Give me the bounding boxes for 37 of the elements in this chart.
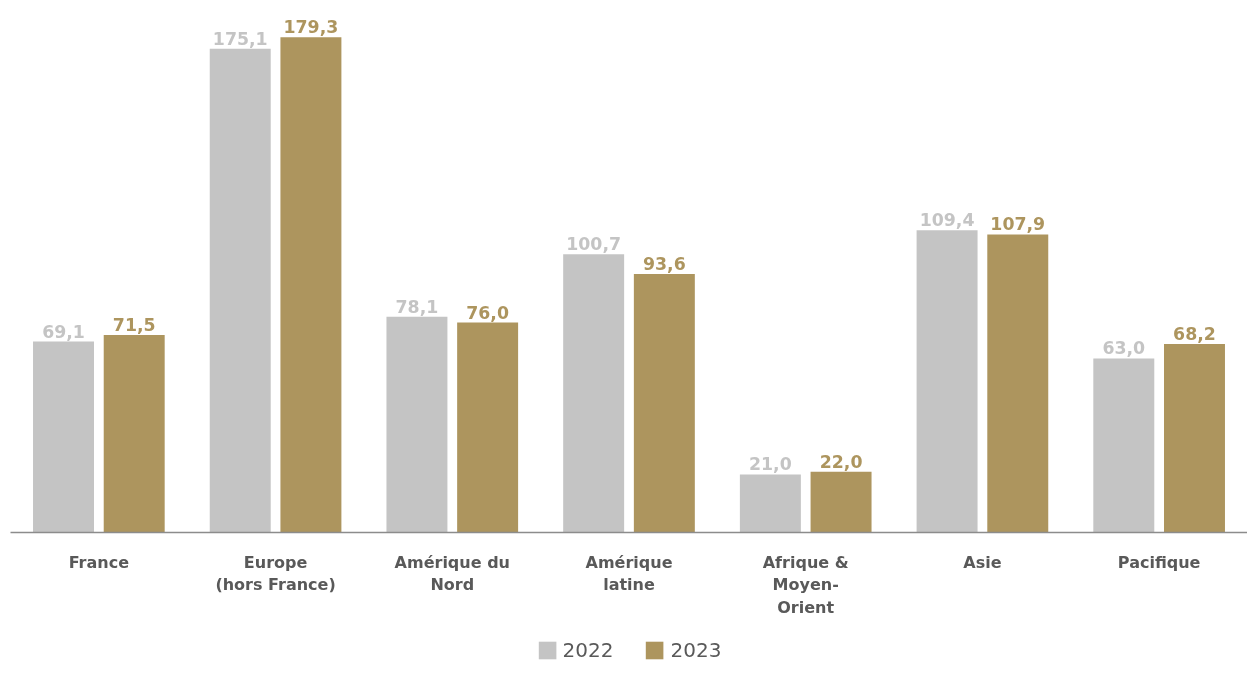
bar <box>386 316 448 533</box>
bar <box>209 48 271 533</box>
data-label: 175,1 <box>212 28 268 49</box>
x-tick-label: Pacifique <box>1117 552 1201 572</box>
data-label: 71,5 <box>112 314 156 335</box>
data-label: 68,2 <box>1173 324 1216 345</box>
bar <box>1093 358 1155 533</box>
x-tick-label: Afrique & Moyen- Orient <box>762 552 849 618</box>
legend-label: 2022 <box>562 638 614 662</box>
bar <box>916 230 978 533</box>
data-label: 107,9 <box>990 214 1046 235</box>
bar <box>563 254 625 533</box>
bar <box>280 37 342 533</box>
data-label: 76,0 <box>466 302 510 323</box>
x-tick-label: Amérique latine <box>585 552 673 595</box>
bar <box>1164 344 1225 533</box>
legend-label: 2023 <box>670 638 722 662</box>
x-tick-label: Asie <box>963 552 1002 572</box>
data-label: 179,3 <box>283 17 339 38</box>
data-label: 22,0 <box>819 451 863 472</box>
data-label: 78,1 <box>395 296 439 317</box>
bar <box>103 334 165 533</box>
bar <box>633 273 695 533</box>
bar <box>33 341 94 533</box>
x-tick-label: Amérique du Nord <box>394 552 510 595</box>
data-label: 100,7 <box>566 234 622 255</box>
data-label: 109,4 <box>919 210 975 231</box>
x-tick-label: Europe (hors France) <box>215 552 336 595</box>
data-label: 69,1 <box>42 321 85 342</box>
data-label: 21,0 <box>748 454 792 475</box>
bar <box>457 322 519 533</box>
bar <box>810 471 872 533</box>
x-tick-label: France <box>68 552 130 572</box>
bar <box>987 234 1049 533</box>
data-label: 93,6 <box>642 253 686 274</box>
bar <box>739 474 801 533</box>
data-label: 63,0 <box>1102 338 1146 359</box>
